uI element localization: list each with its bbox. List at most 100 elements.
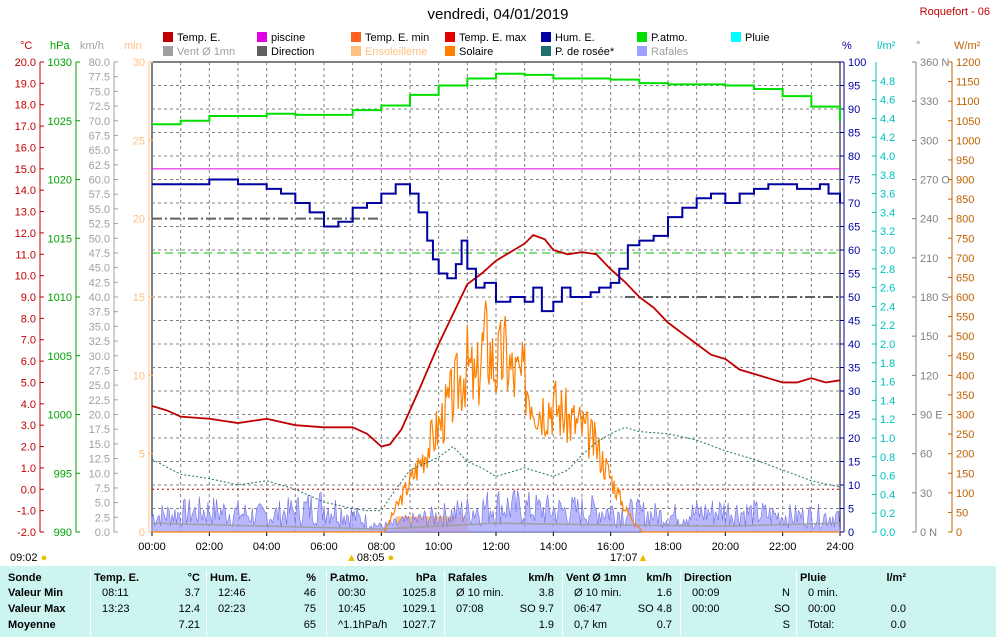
temp_c-tick-label: 11.0 <box>15 249 36 261</box>
stats-row-label: Valeur Max <box>8 603 66 615</box>
humidity_pct-tick-label: 5 <box>848 504 854 516</box>
wind_kmh-tick-label: 50.0 <box>89 233 110 245</box>
wind_kmh-tick-label: 10.0 <box>89 468 110 480</box>
humidity_pct-tick-label: 60 <box>848 245 860 257</box>
wind_kmh-tick-label: 35.0 <box>89 321 110 333</box>
rain_mm-tick-label: 4.6 <box>880 95 895 107</box>
stats-cell-value: SO 4.8 <box>637 603 672 615</box>
temp_c-tick-label: 5.0 <box>21 377 36 389</box>
stats-cell-time: 0,7 km <box>574 619 608 631</box>
stats-header: P.atmo. <box>330 572 369 584</box>
humidity_pct-tick-label: 100 <box>848 57 866 69</box>
wind_kmh-tick-label: 22.5 <box>89 395 110 407</box>
solar_wm2-tick-label: 750 <box>956 233 974 245</box>
stats-divider <box>90 570 91 636</box>
stats-cell-value: 0.0 <box>890 619 906 631</box>
legend-swatch <box>731 32 741 42</box>
direction_deg-tick-label: 300 <box>920 135 938 147</box>
legend-item: Temp. E. min <box>351 32 429 44</box>
legend-item: Solaire <box>445 46 493 58</box>
rain_mm-tick-label: 3.4 <box>880 207 895 219</box>
temp_c-tick-label: 2.0 <box>21 442 36 454</box>
wind_kmh-tick-label: 55.0 <box>89 204 110 216</box>
stats-column: Direction 00:09 N 00:00 SO S <box>684 566 794 637</box>
stats-header: Rafales <box>448 572 488 584</box>
legend-item: Pluie <box>731 32 769 44</box>
direction-axis-title: ° <box>916 40 921 52</box>
stats-cell-value: N <box>782 587 790 599</box>
legend-swatch <box>163 32 173 42</box>
stats-cell-time: Ø 10 min. <box>456 587 504 599</box>
rain_mm-tick-label: 4.2 <box>880 132 895 144</box>
legend-item: Ensoleilleme <box>351 46 427 58</box>
direction_deg-tick-label: 240 <box>920 214 938 226</box>
x-tick-label: 02:00 <box>196 541 224 553</box>
legend-label: Solaire <box>459 46 494 58</box>
humidity_pct-tick-label: 75 <box>848 175 860 187</box>
chart-title: vendredi, 04/01/2019 <box>427 6 569 23</box>
humidity_pct-tick-label: 55 <box>848 269 860 281</box>
solar-line <box>152 300 840 533</box>
direction_deg-tick-label: 30 <box>920 488 932 500</box>
temp_c-tick-label: 7.0 <box>21 335 36 347</box>
sunset-label: 17:07▲ <box>610 552 649 564</box>
solar_wm2-tick-label: 350 <box>956 390 974 402</box>
stats-cell-value: SO <box>774 603 790 615</box>
stats-cell-value: 1.6 <box>656 587 672 599</box>
legend-item: Rafales <box>637 46 688 58</box>
humidity_pct-tick-label: 50 <box>848 292 860 304</box>
legend-item: Direction <box>257 46 314 58</box>
humidity_pct-tick-label: 95 <box>848 81 860 93</box>
temp_c-tick-label: 10.0 <box>15 271 36 283</box>
legend-label: Temp. E. <box>177 32 221 44</box>
stats-divider <box>326 570 327 636</box>
humidity_pct-tick-label: 25 <box>848 410 860 422</box>
pressure_hpa-tick-label: 1000 <box>48 410 72 422</box>
pressure_hpa-tick-label: 1010 <box>48 292 72 304</box>
weather-chart: 20.0 19.0 18.0 17.0 16.0 15.0 14.0 13.0 12.0 11.0… <box>15 57 981 553</box>
station-name: Roquefort - 06 <box>919 6 990 18</box>
humidity_pct-tick-label: 20 <box>848 433 860 445</box>
temp_c-tick-label: -1.0 <box>17 506 36 518</box>
temp_c-tick-label: 4.0 <box>21 399 36 411</box>
solar_wm2-tick-label: 800 <box>956 214 974 226</box>
direction_deg-tick-label: 360 N <box>920 57 949 69</box>
wind_kmh-tick-label: 60.0 <box>89 175 110 187</box>
legend-swatch <box>257 32 267 42</box>
legend-swatch <box>541 46 551 56</box>
x-tick-label: 10:00 <box>425 541 453 553</box>
wind-line <box>151 522 841 530</box>
dewpoint-line <box>151 426 841 512</box>
pressure-line <box>152 72 841 126</box>
wind_kmh-tick-label: 65.0 <box>89 145 110 157</box>
legend-item: Temp. E. <box>163 32 220 44</box>
legend-label: P.atmo. <box>651 32 688 44</box>
direction_deg-tick-label: 120 <box>920 370 938 382</box>
stats-cell-value: 12.4 <box>178 603 200 615</box>
rain_mm-tick-label: 4.0 <box>880 151 895 163</box>
stats-column: Sonde Valeur Min Valeur Max Moyenne <box>8 566 88 637</box>
solar_wm2-tick-label: 200 <box>956 449 974 461</box>
x-tick-label: 16:00 <box>597 541 625 553</box>
stats-cell-time: 00:00 <box>692 603 720 615</box>
stats-column: P.atmo. hPa 00:30 1025.8 10:45 1029.1 ^1.1hPa/… <box>330 566 440 637</box>
temp_c-tick-label: 9.0 <box>21 292 36 304</box>
temp_c-tick-label: 3.0 <box>21 420 36 432</box>
humidity_pct-tick-label: 80 <box>848 151 860 163</box>
sun_min-tick-label: 15 <box>133 292 145 304</box>
stats-header: Temp. E. <box>94 572 140 584</box>
humidity-line <box>152 178 841 313</box>
stats-column: Pluie l/m² 0 min. 00:00 0.0 Total: 0.0 <box>800 566 910 637</box>
direction_deg-tick-label: 60 <box>920 449 932 461</box>
wind_kmh-tick-label: 7.5 <box>95 483 110 495</box>
x-tick-label: 14:00 <box>540 541 568 553</box>
stats-cell-value: SO 9.7 <box>519 603 554 615</box>
solar_wm2-tick-label: 450 <box>956 351 974 363</box>
pressure_hpa-tick-label: 1005 <box>48 351 72 363</box>
legend-item: Vent Ø 1mn <box>163 46 235 58</box>
x-tick-label: 00:00 <box>138 541 166 553</box>
wind_kmh-tick-label: 77.5 <box>89 72 110 84</box>
temp_c-tick-label: 6.0 <box>21 356 36 368</box>
rain_mm-tick-label: 3.6 <box>880 189 895 201</box>
rain_mm-tick-label: 1.2 <box>880 414 895 426</box>
